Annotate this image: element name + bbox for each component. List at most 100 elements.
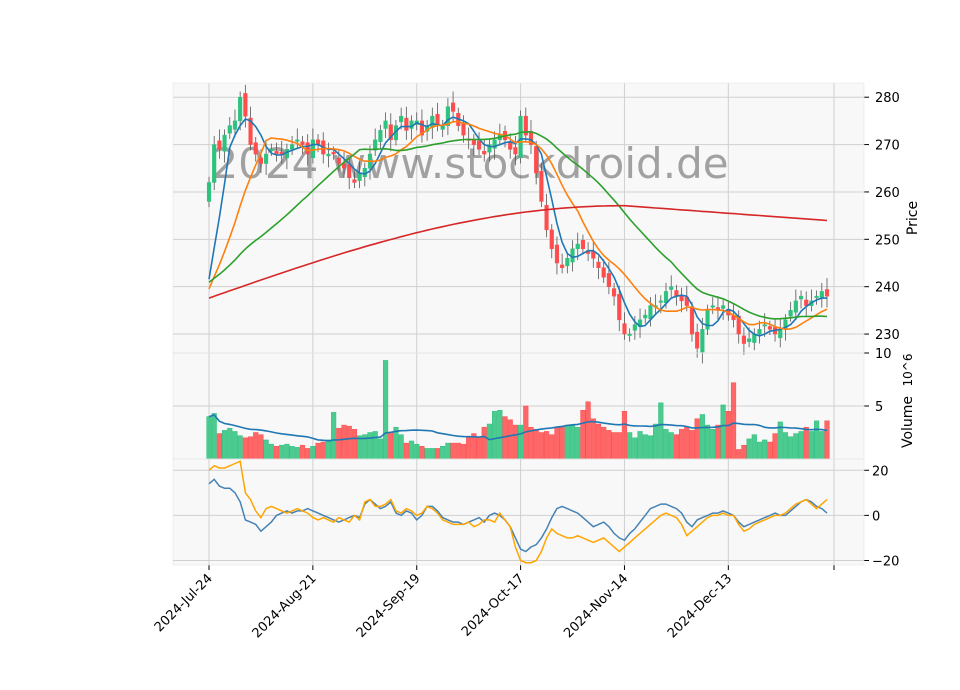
candle-body xyxy=(814,295,819,298)
candle-body xyxy=(824,289,830,297)
candle-body xyxy=(544,204,549,231)
price-axis-label: Price xyxy=(905,201,921,235)
candle-body xyxy=(705,310,710,330)
volume-bar xyxy=(273,446,280,460)
volume-bar xyxy=(679,429,685,460)
candle-body xyxy=(788,310,793,317)
volume-bar xyxy=(486,423,493,460)
volume-bar xyxy=(694,418,700,460)
candle-body xyxy=(388,124,393,141)
volume-bar xyxy=(725,411,731,460)
oscillator-tick-label: −20 xyxy=(872,554,899,569)
candle-body xyxy=(357,172,362,181)
candle-body xyxy=(679,295,684,302)
volume-bar xyxy=(751,434,757,460)
volume-axis-unit: 10^6 xyxy=(901,354,915,387)
candle-body xyxy=(279,151,284,155)
volume-bar xyxy=(492,411,498,460)
volume-bar xyxy=(549,434,555,460)
volume-bar xyxy=(621,411,628,460)
volume-bar xyxy=(450,442,456,460)
volume-bar xyxy=(736,449,742,460)
candle-body xyxy=(212,144,217,183)
volume-bar xyxy=(258,434,264,460)
volume-bar xyxy=(408,440,415,460)
volume-bar xyxy=(289,446,295,460)
oscillator-tick-label: 20 xyxy=(872,464,889,479)
volume-bar xyxy=(595,423,602,460)
candle-body xyxy=(471,139,476,145)
volume-bar xyxy=(247,436,254,460)
candle-body xyxy=(232,120,238,130)
volume-bar xyxy=(543,431,550,460)
volume-bar xyxy=(481,426,487,460)
candle-body xyxy=(326,153,331,157)
candle-body xyxy=(331,151,336,155)
volume-bar xyxy=(460,443,467,460)
candle-body xyxy=(513,147,518,155)
price-tick-label: 280 xyxy=(875,91,900,106)
volume-bar xyxy=(653,423,659,460)
price-tick-label: 230 xyxy=(875,328,900,343)
volume-bar xyxy=(512,424,518,460)
volume-bar xyxy=(216,433,222,460)
candle-body xyxy=(778,329,783,339)
volume-bar xyxy=(284,443,290,460)
volume-bar xyxy=(762,439,768,460)
candle-body xyxy=(419,120,424,136)
candle-body xyxy=(347,164,352,178)
volume-bar xyxy=(315,442,321,460)
volume-bar xyxy=(320,441,326,460)
volume-bar xyxy=(206,416,212,460)
candle-body xyxy=(767,326,772,330)
candle-body xyxy=(648,305,653,320)
candle-body xyxy=(290,144,295,150)
candle-body xyxy=(300,141,305,145)
volume-bar xyxy=(476,436,482,460)
candle-body xyxy=(710,305,715,308)
x-tick-label: 2024-Jul-24 xyxy=(152,571,216,635)
volume-bar xyxy=(564,424,570,460)
volume-bar xyxy=(554,426,560,460)
oscillator-line-b xyxy=(208,460,828,564)
candle-body xyxy=(721,305,726,309)
candle-body xyxy=(399,115,404,123)
volume-bar xyxy=(824,420,830,460)
volume-bar xyxy=(294,447,300,460)
candle-body xyxy=(274,150,279,155)
volume-bar xyxy=(580,409,586,460)
candle-body xyxy=(819,291,824,299)
volume-bar xyxy=(756,441,763,460)
volume-bar xyxy=(466,437,472,460)
volume-bar xyxy=(575,426,581,460)
candle-body xyxy=(560,264,565,268)
candle-body xyxy=(554,244,560,264)
candle-body xyxy=(798,295,804,300)
volume-bar xyxy=(559,426,565,460)
volume-bar xyxy=(538,432,544,460)
volume-bar xyxy=(279,444,285,460)
price-panel xyxy=(173,83,864,353)
candle-body xyxy=(575,243,580,250)
volume-bar xyxy=(377,438,383,460)
candle-body xyxy=(445,106,450,126)
candle-body xyxy=(747,338,752,342)
price-tick-label: 270 xyxy=(875,139,900,154)
volume-bar xyxy=(637,431,643,460)
volume-bar xyxy=(585,401,591,460)
volume-bar xyxy=(627,432,633,460)
candle-body xyxy=(451,102,456,112)
candle-body xyxy=(248,117,253,145)
candle-body xyxy=(305,142,310,155)
candle-body xyxy=(523,115,528,136)
candle-body xyxy=(663,291,669,304)
candle-body xyxy=(643,314,648,319)
volume-bar xyxy=(455,442,461,460)
panel-border xyxy=(172,458,865,566)
x-tick-label: 2024-Nov-14 xyxy=(561,571,631,641)
volume-bar xyxy=(336,428,342,460)
candle-body xyxy=(310,139,315,159)
candle-body xyxy=(669,286,674,290)
volume-bar xyxy=(403,442,409,460)
volume-bar xyxy=(689,430,695,460)
